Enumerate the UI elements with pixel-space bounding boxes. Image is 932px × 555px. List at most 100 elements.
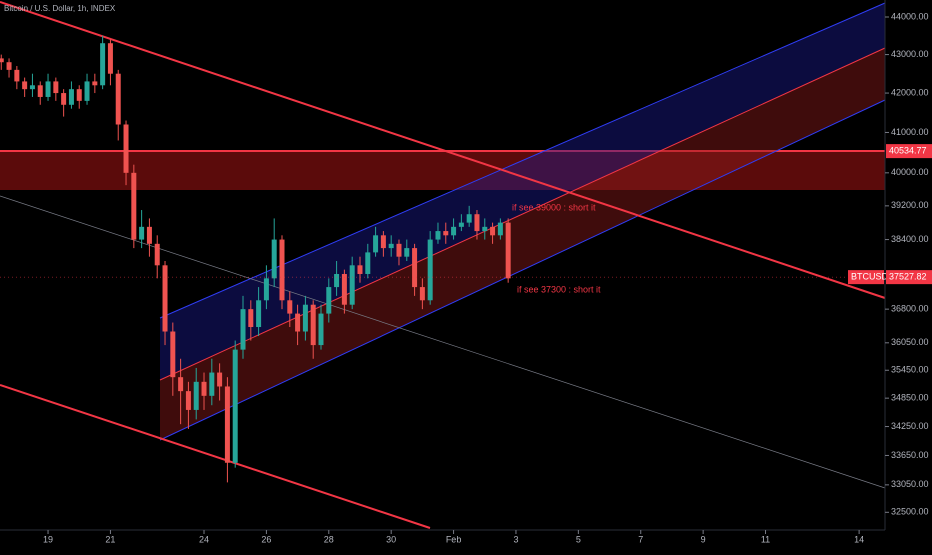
x-tick-label: 7 bbox=[638, 534, 643, 544]
trend-line-red-lower bbox=[0, 384, 431, 529]
y-tick-label: 36050.00 bbox=[891, 337, 929, 347]
candle-body bbox=[505, 222, 511, 279]
y-tick-label: 39200.00 bbox=[891, 200, 929, 210]
candle-body bbox=[22, 81, 28, 90]
y-tick-label: 42000.00 bbox=[891, 87, 929, 97]
x-tick-label: 24 bbox=[199, 534, 209, 544]
x-tick-label: 3 bbox=[513, 534, 518, 544]
candle-body bbox=[0, 58, 4, 63]
candle-body bbox=[131, 172, 137, 240]
annotation: if see 39000 : short it bbox=[512, 202, 596, 212]
x-tick-label: Feb bbox=[446, 534, 462, 544]
x-tick-label: 21 bbox=[105, 534, 115, 544]
symbol-label: BTCUSD bbox=[851, 272, 889, 282]
x-tick-label: 11 bbox=[761, 534, 770, 544]
candle-body bbox=[217, 372, 223, 387]
candle-body bbox=[53, 81, 59, 94]
symbol-box bbox=[848, 270, 884, 285]
level-price-label: 40534.77 bbox=[889, 145, 927, 155]
candle-body bbox=[396, 243, 402, 257]
candle-body bbox=[240, 309, 246, 350]
candle-body bbox=[357, 265, 363, 274]
candles bbox=[0, 35, 511, 483]
y-tick-label: 43000.00 bbox=[891, 49, 929, 59]
candle-body bbox=[490, 226, 496, 236]
candle-body bbox=[139, 226, 145, 240]
candle-body bbox=[458, 222, 464, 227]
channel-lower-fill bbox=[160, 48, 885, 440]
x-tick-label: 26 bbox=[261, 534, 271, 544]
candle-body bbox=[248, 309, 254, 328]
drawings bbox=[0, 1, 886, 529]
candle-body bbox=[474, 214, 480, 232]
y-tick-label: 33650.00 bbox=[891, 450, 929, 460]
candle-body bbox=[61, 93, 67, 105]
candle-body bbox=[201, 381, 207, 396]
candle-body bbox=[365, 252, 371, 274]
y-tick-label: 34250.00 bbox=[891, 421, 929, 431]
candle-body bbox=[29, 85, 35, 90]
candle-body bbox=[466, 214, 472, 223]
candle-body bbox=[154, 243, 160, 266]
chart-title: Bitcoin / U.S. Dollar, 1h, INDEX bbox=[4, 4, 116, 13]
candle-body bbox=[68, 89, 74, 105]
trend-line-gray bbox=[0, 195, 886, 489]
candle-body bbox=[185, 391, 191, 410]
candle-body bbox=[349, 265, 355, 305]
candle-body bbox=[107, 43, 113, 74]
candle-body bbox=[451, 226, 457, 236]
candle-body bbox=[14, 69, 20, 82]
resistance-zone bbox=[0, 151, 885, 190]
x-tick-label: 28 bbox=[324, 534, 334, 544]
candle-body bbox=[302, 304, 308, 332]
candle-body bbox=[45, 81, 51, 97]
y-tick-label: 34850.00 bbox=[891, 393, 929, 403]
candle-body bbox=[256, 300, 262, 328]
candle-body bbox=[295, 313, 301, 332]
candle-body bbox=[263, 278, 269, 301]
candle-body bbox=[334, 273, 340, 288]
candle-body bbox=[287, 300, 293, 314]
candle-body bbox=[271, 239, 277, 279]
candle-body bbox=[427, 239, 433, 301]
y-tick-label: 40000.00 bbox=[891, 167, 929, 177]
candle-body bbox=[123, 124, 129, 173]
x-tick-label: 19 bbox=[43, 534, 53, 544]
candle-body bbox=[412, 248, 418, 288]
candle-body bbox=[482, 226, 488, 232]
y-tick-label: 33050.00 bbox=[891, 479, 929, 489]
y-tick-label: 38400.00 bbox=[891, 234, 929, 244]
candle-body bbox=[76, 89, 82, 101]
x-tick-label: 9 bbox=[701, 534, 706, 544]
y-tick-label: 44000.00 bbox=[891, 11, 929, 21]
candle-body bbox=[84, 81, 90, 101]
candle-body bbox=[224, 386, 230, 463]
channel-upper-fill bbox=[160, 3, 885, 380]
x-tick-label: 5 bbox=[576, 534, 581, 544]
candle-body bbox=[373, 235, 379, 253]
candle-body bbox=[232, 349, 238, 463]
candle-body bbox=[100, 43, 106, 86]
level-price-box bbox=[886, 144, 932, 159]
candle-body bbox=[419, 287, 425, 301]
candle-body bbox=[162, 265, 168, 332]
last-price-label: 37527.82 bbox=[889, 272, 927, 282]
candle-body bbox=[443, 231, 449, 236]
y-tick-label: 35450.00 bbox=[891, 365, 929, 375]
candle-body bbox=[380, 235, 386, 249]
x-tick-label: 14 bbox=[854, 534, 864, 544]
annotation: if see 37300 : short it bbox=[517, 284, 601, 294]
x-tick-label: 30 bbox=[386, 534, 396, 544]
candle-body bbox=[92, 81, 98, 86]
channel-bottom bbox=[159, 99, 886, 441]
candle-body bbox=[170, 331, 176, 378]
candle-body bbox=[279, 239, 285, 301]
candle-body bbox=[146, 226, 152, 244]
last-price-box bbox=[886, 270, 932, 285]
trend-line-red bbox=[0, 1, 886, 299]
candle-body bbox=[388, 243, 394, 249]
candle-body bbox=[326, 287, 332, 314]
candle-body bbox=[115, 73, 121, 125]
